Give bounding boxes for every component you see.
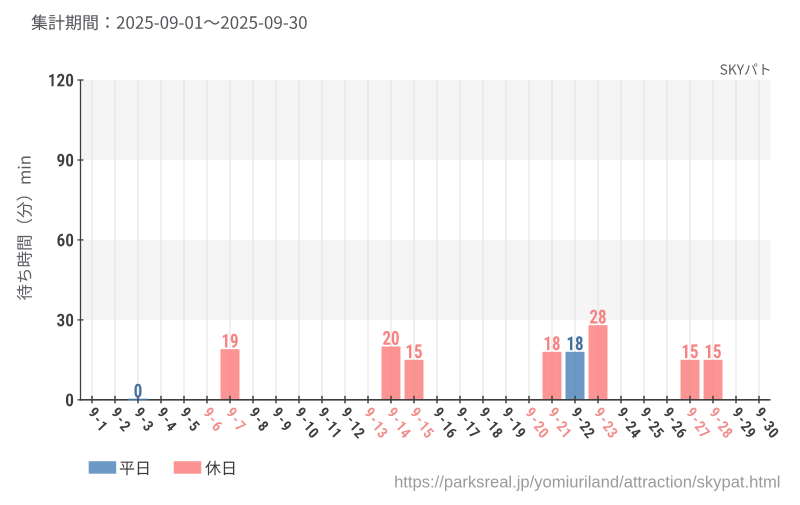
- svg-text:https://parksreal.jp/yomiurila: https://parksreal.jp/yomiuriland/attract…: [394, 472, 780, 491]
